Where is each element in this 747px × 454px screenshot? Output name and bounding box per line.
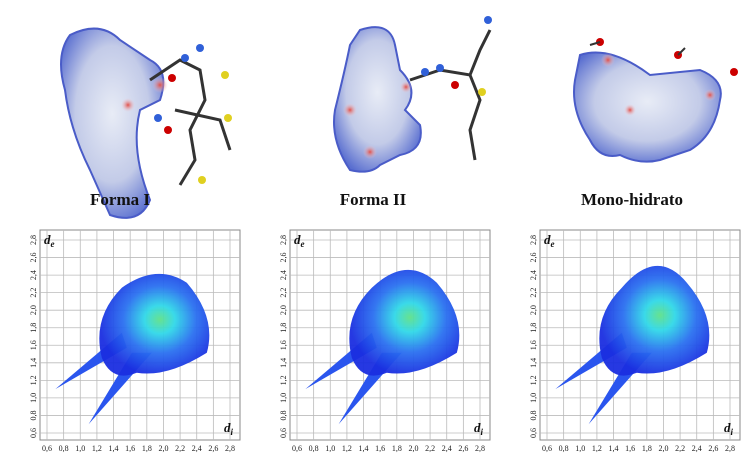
panel-title: Forma I [90,190,150,209]
y-tick-label: 2,4 [279,270,288,280]
x-tick-label: 2,8 [725,444,735,453]
x-tick-label: 2,6 [708,444,718,453]
y-tick-label: 1,8 [529,323,538,333]
y-tick-label: 2,4 [529,270,538,280]
y-tick-label: 0,8 [529,410,538,420]
y-tick-label: 2,6 [279,253,288,263]
y-tick-label: 2,8 [529,235,538,245]
y-tick-label: 1,4 [529,358,538,368]
x-tick-label: 2,8 [475,444,485,453]
x-tick-label: 1,8 [142,444,152,453]
y-tick-label: 2,8 [279,235,288,245]
y-tick-label: 2,0 [529,305,538,315]
x-tick-label: 1,8 [642,444,652,453]
x-tick-label: 1,4 [359,444,369,453]
x-tick-label: 1,2 [92,444,102,453]
y-tick-label: 2,2 [29,288,38,298]
x-tick-label: 0,8 [59,444,69,453]
x-tick-label: 1,4 [109,444,119,453]
y-tick-label: 1,0 [529,393,538,403]
x-tick-label: 2,6 [458,444,468,453]
x-tick-label: 2,2 [175,444,185,453]
x-tick-label: 1,8 [392,444,402,453]
y-tick-label: 1,2 [29,375,38,385]
panel-title: Forma II [340,190,407,209]
x-tick-label: 0,6 [42,444,52,453]
x-tick-label: 0,6 [542,444,552,453]
y-tick-label: 1,4 [279,358,288,368]
y-tick-label: 1,8 [279,323,288,333]
y-tick-label: 1,0 [29,393,38,403]
y-tick-label: 2,4 [29,270,38,280]
y-tick-label: 2,0 [279,305,288,315]
y-axis-label-sub: e [301,239,305,249]
x-tick-label: 1,2 [342,444,352,453]
y-tick-label: 1,0 [279,393,288,403]
x-tick-label: 2,6 [208,444,218,453]
y-tick-label: 2,6 [29,253,38,263]
y-tick-label: 0,6 [279,428,288,438]
figure: Forma I 0,6 0,6 0,8 0,8 1,0 1,0 1,2 1,2 1,4 1,4 1,6… [0,0,747,454]
y-tick-label: 1,6 [279,340,288,350]
x-tick-label: 2,2 [675,444,685,453]
x-tick-label: 2,0 [158,444,168,453]
y-tick-label: 2,8 [29,235,38,245]
y-tick-label: 2,2 [529,288,538,298]
x-tick-label: 1,6 [375,444,385,453]
x-tick-label: 2,4 [442,444,452,453]
y-tick-label: 0,6 [29,428,38,438]
y-tick-label: 1,6 [29,340,38,350]
x-tick-label: 2,0 [658,444,668,453]
x-tick-label: 0,6 [292,444,302,453]
surface-forma-2 [334,16,492,172]
y-tick-label: 2,0 [29,305,38,315]
x-tick-label: 0,8 [309,444,319,453]
y-tick-label: 1,8 [29,323,38,333]
x-tick-label: 1,2 [592,444,602,453]
y-tick-label: 2,2 [279,288,288,298]
y-tick-label: 1,2 [529,375,538,385]
x-tick-label: 1,6 [625,444,635,453]
y-tick-label: 1,2 [279,375,288,385]
x-tick-label: 1,0 [325,444,335,453]
y-axis-label-sub: e [551,239,555,249]
y-tick-label: 0,8 [279,410,288,420]
x-tick-label: 0,8 [559,444,569,453]
x-tick-label: 1,0 [75,444,85,453]
x-tick-label: 2,0 [408,444,418,453]
x-tick-label: 2,8 [225,444,235,453]
y-axis-label-sub: e [51,239,55,249]
y-tick-label: 0,8 [29,410,38,420]
y-tick-label: 1,6 [529,340,538,350]
x-tick-label: 2,4 [692,444,702,453]
y-tick-label: 1,4 [29,358,38,368]
y-tick-label: 2,6 [529,253,538,263]
x-tick-label: 1,6 [125,444,135,453]
x-tick-label: 1,4 [609,444,619,453]
surface-mono-hidrato [574,38,738,162]
y-tick-label: 0,6 [529,428,538,438]
x-tick-label: 2,2 [425,444,435,453]
x-tick-label: 1,0 [575,444,585,453]
panel-title: Mono-hidrato [581,190,683,209]
x-tick-label: 2,4 [192,444,202,453]
